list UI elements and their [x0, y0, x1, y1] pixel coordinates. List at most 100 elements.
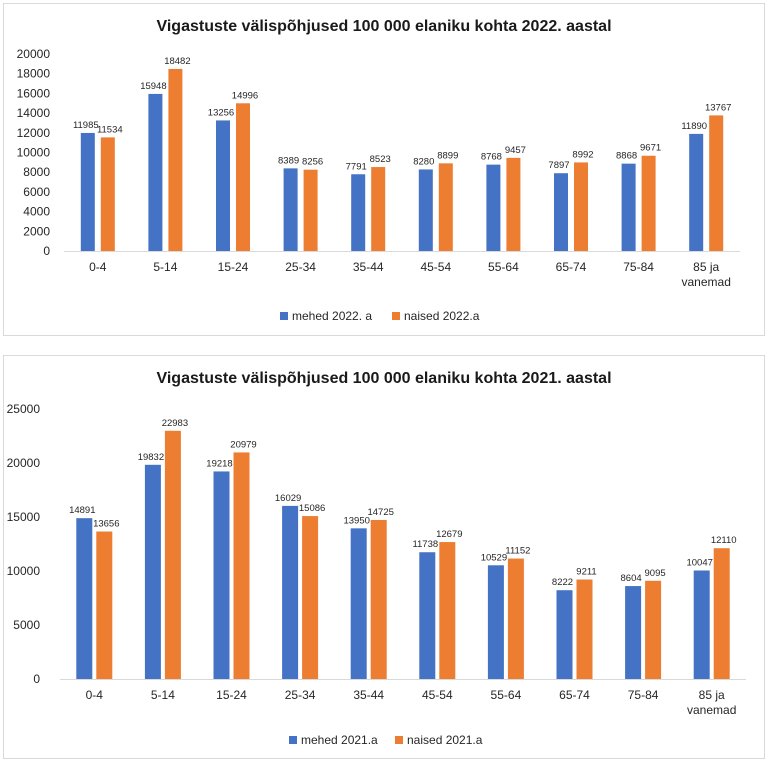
x-tick-label: 65-74 [559, 688, 590, 702]
x-tick-label: 75-84 [628, 688, 659, 702]
data-label: 8389 [278, 155, 299, 166]
y-tick-label: 20000 [7, 456, 41, 470]
x-tick-label: 85 ja [693, 260, 719, 274]
data-label: 13656 [93, 519, 119, 530]
x-tick-label: 0-4 [89, 260, 107, 274]
x-tick-label: 15-24 [216, 688, 247, 702]
x-tick-label: 65-74 [556, 260, 587, 274]
data-label: 13767 [705, 102, 731, 113]
data-label: 11534 [97, 124, 123, 135]
bar-women [302, 516, 319, 679]
bar-men [351, 174, 366, 251]
bar-women [574, 162, 588, 251]
data-label: 9095 [645, 568, 666, 579]
bar-women [576, 579, 593, 679]
x-tick-label: 15-24 [218, 260, 249, 274]
data-label: 13950 [343, 515, 369, 526]
x-tick-label: 25-34 [285, 260, 316, 274]
x-tick-label: 25-34 [285, 688, 316, 702]
data-label: 8768 [481, 152, 502, 163]
data-label: 11890 [681, 121, 707, 132]
bar-women [371, 167, 386, 251]
bar-men [76, 518, 93, 679]
data-label: 7897 [548, 160, 569, 171]
bar-men [621, 163, 636, 251]
bar-men [556, 590, 573, 679]
legend-swatch-women [392, 312, 400, 320]
x-tick-label: 55-64 [491, 688, 522, 702]
data-label: 9211 [576, 567, 596, 578]
data-label: 15086 [299, 503, 325, 514]
legend-swatch-men [289, 736, 297, 744]
bar-men [554, 173, 568, 251]
y-tick-label: 16000 [17, 86, 51, 100]
bar-women [709, 115, 724, 251]
bar-women [507, 558, 524, 679]
bar-women [370, 519, 387, 679]
bar-men [418, 169, 433, 251]
legend-label: mehed 2022. a [292, 309, 372, 323]
y-tick-label: 18000 [17, 67, 51, 81]
legend-label: naised 2022.a [404, 309, 480, 323]
legend-swatch-men [280, 312, 288, 320]
y-tick-label: 12000 [17, 126, 51, 140]
bar-women [168, 68, 183, 251]
x-tick-label: 85 ja [699, 688, 725, 702]
bar-chart-2022: 0 2000 4000 6000 8000 10000 12000 14000 16000 180… [17, 47, 740, 323]
bar-women [713, 548, 730, 679]
data-label: 8256 [302, 157, 323, 168]
bar-women [100, 137, 115, 251]
x-tick-label: 55-64 [488, 260, 519, 274]
data-label: 16029 [275, 493, 301, 504]
data-label: 10047 [686, 557, 712, 568]
data-label: 8523 [370, 154, 391, 165]
y-tick-label: 6000 [23, 185, 50, 199]
y-tick-label: 14000 [17, 106, 51, 120]
bar-men [282, 505, 299, 679]
data-label: 18482 [164, 56, 190, 67]
y-tick-label: 2000 [23, 224, 50, 238]
bar-men [144, 464, 161, 679]
x-tick-label: 5-14 [153, 260, 177, 274]
x-tick-label: 45-54 [420, 260, 451, 274]
data-label: 20979 [230, 439, 256, 450]
data-label: 11738 [412, 539, 438, 550]
data-label: 8280 [413, 156, 434, 167]
bar-men [689, 133, 704, 251]
y-tick-label: 5000 [13, 618, 40, 632]
chart-title: Vigastuste välispõhjused 100 000 elaniku… [156, 18, 612, 35]
legend-swatch-women [395, 736, 403, 744]
data-label: 12679 [436, 529, 462, 540]
data-label: 12110 [711, 535, 737, 546]
data-label: 8899 [437, 150, 458, 161]
chart-title: Vigastuste välispõhjused 100 000 elaniku… [156, 370, 612, 387]
bar-women [439, 542, 456, 679]
bar-men [216, 120, 230, 251]
x-tick-label: 75-84 [623, 260, 654, 274]
chart-2022-panel: Vigastuste välispõhjused 100 000 elaniku… [3, 3, 765, 336]
y-tick-label: 4000 [23, 205, 50, 219]
y-tick-label: 0 [43, 244, 50, 258]
data-label: 8868 [616, 151, 637, 162]
data-label: 14996 [232, 90, 258, 101]
x-tick-label-line2: vanemad [682, 275, 731, 289]
legend-label: naised 2021.a [407, 733, 483, 747]
data-label: 7791 [346, 161, 367, 172]
y-tick-label: 25000 [7, 402, 41, 416]
bar-women [236, 103, 250, 251]
bar-women [233, 452, 250, 679]
data-label: 13256 [208, 107, 234, 118]
bar-chart-2021: 0 5000 10000 15000 20000 25000 14891 13656 0-4 19… [7, 402, 746, 747]
data-label: 8992 [572, 149, 593, 160]
chart-2021-panel: Vigastuste välispõhjused 100 000 elaniku… [3, 355, 765, 759]
bar-men [487, 565, 504, 679]
bar-men [283, 168, 298, 251]
bar-men [148, 93, 163, 251]
bar-men [486, 164, 501, 251]
bar-women [96, 531, 113, 679]
y-tick-label: 20000 [17, 47, 51, 61]
bar-men [693, 570, 710, 679]
bar-women [645, 580, 662, 679]
bar-men [80, 132, 95, 251]
bar-men [213, 471, 230, 679]
